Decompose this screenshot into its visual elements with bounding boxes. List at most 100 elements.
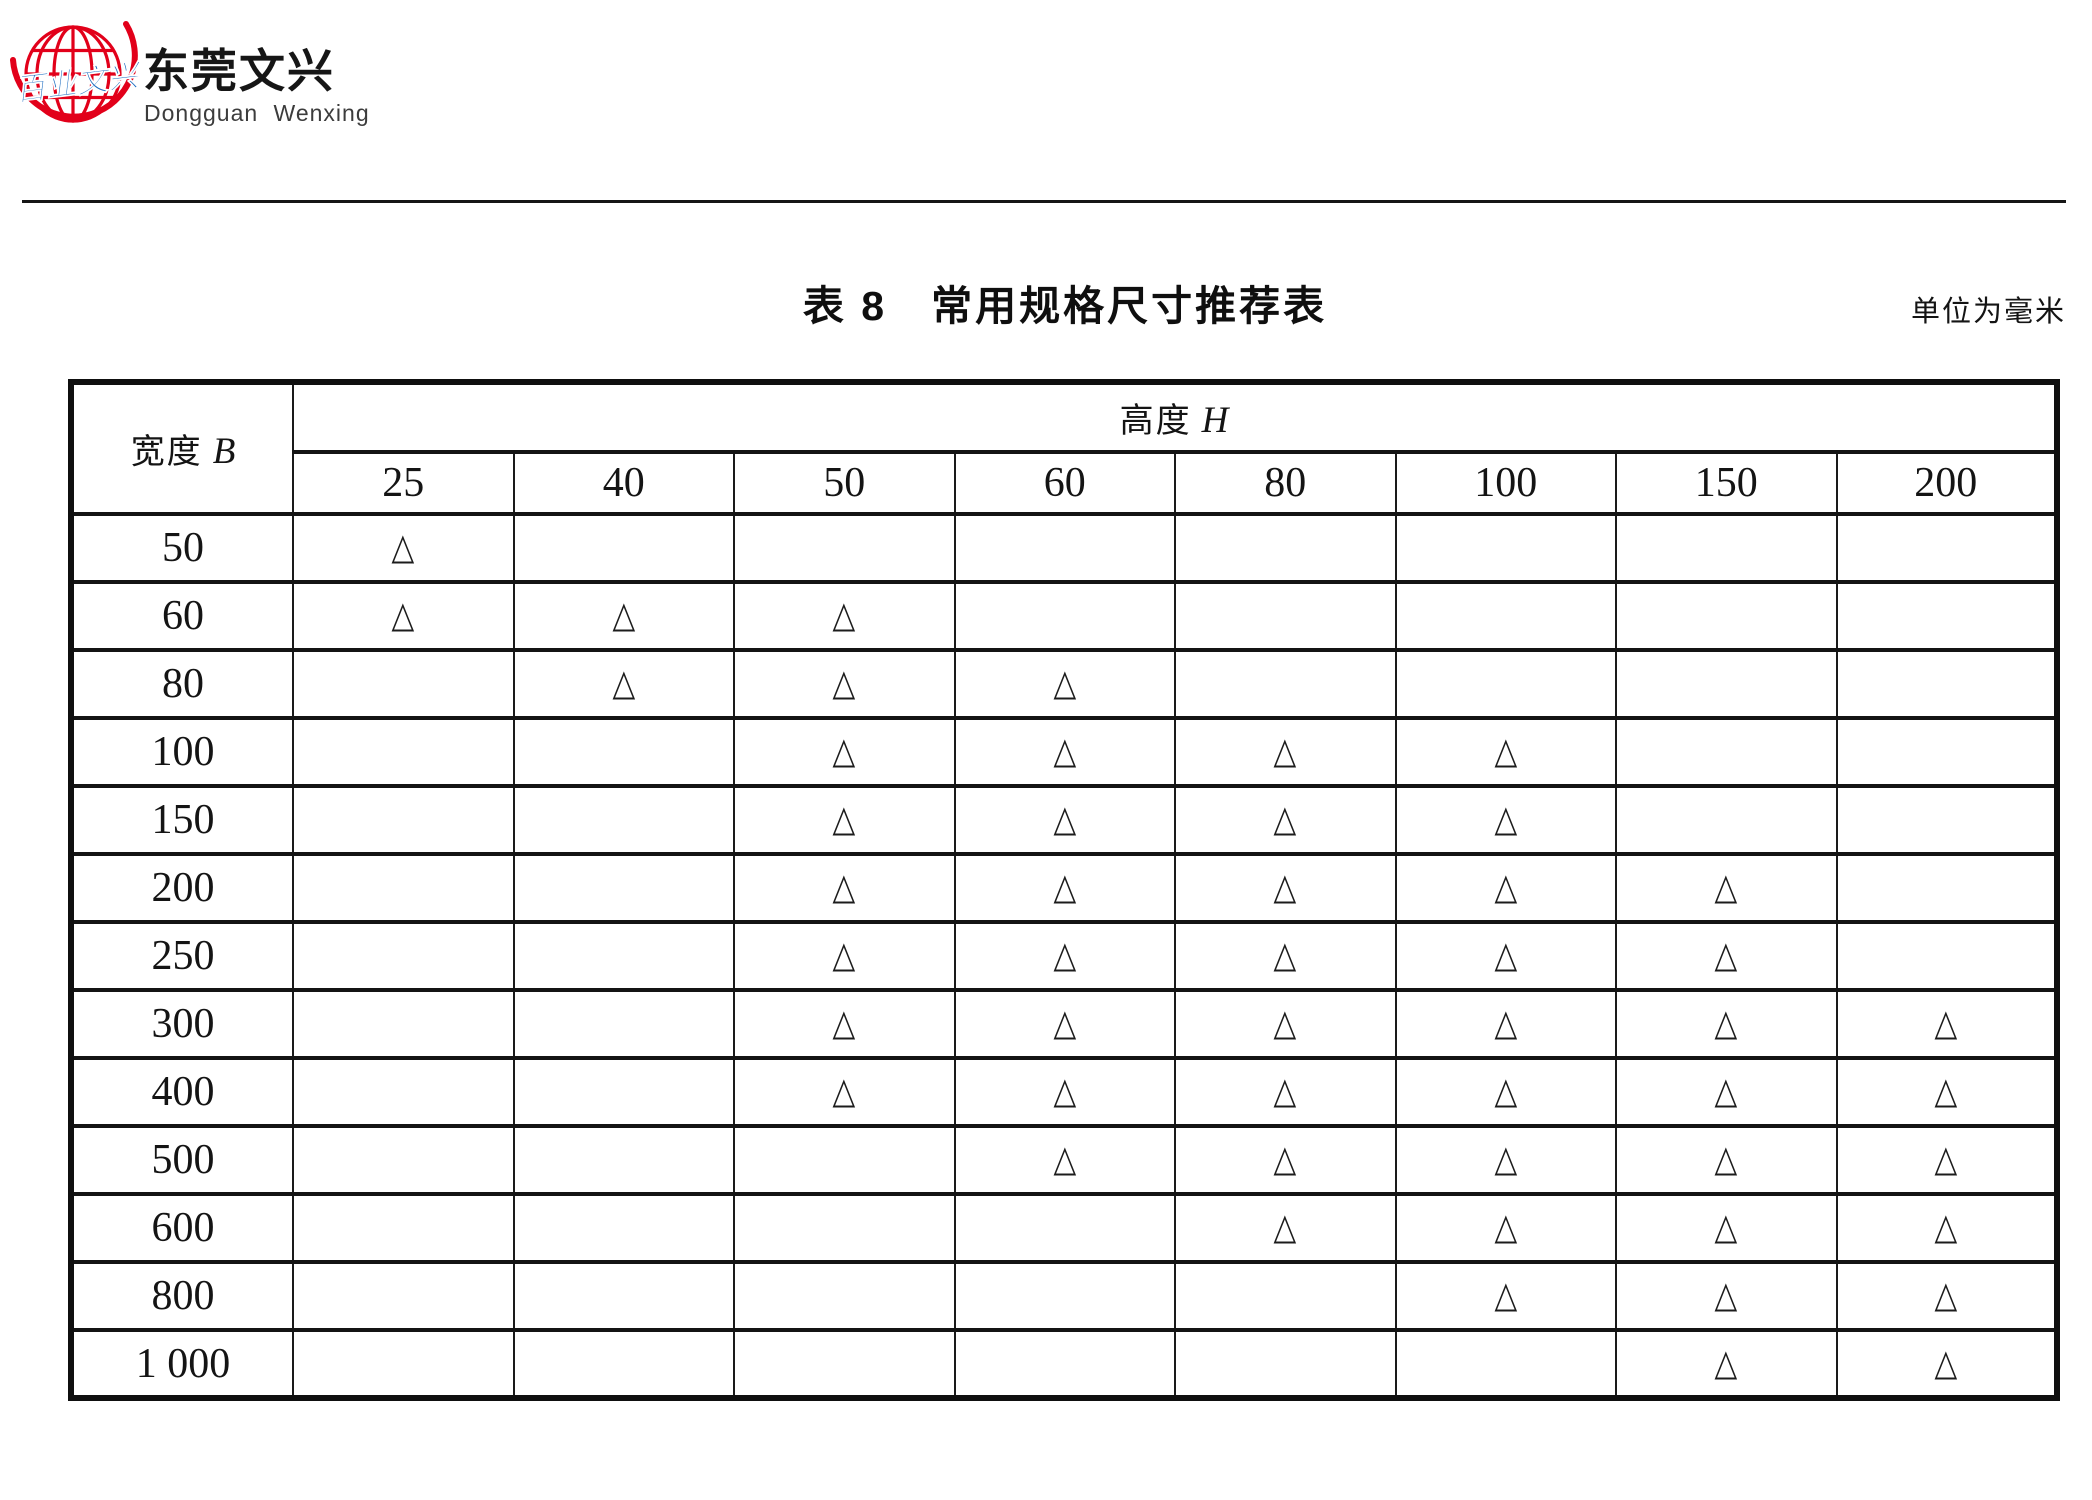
triangle-marker: △ <box>1273 1138 1297 1181</box>
spec-cell-marked: △ <box>1835 1056 2058 1128</box>
col-header-row: 25 40 50 60 80 100 150 200 <box>71 450 2058 516</box>
spec-cell-marked: △ <box>1394 1192 1617 1264</box>
row-header: 150 <box>70 784 294 856</box>
spec-cell-empty <box>512 512 735 584</box>
spec-cell-marked: △ <box>1835 988 2058 1060</box>
table-row: 500 △ △ △ △ △ <box>70 1124 2058 1196</box>
table-row: 150 △ △ △ △ <box>70 784 2058 856</box>
group-header-row: 宽度 B 高度 H <box>70 380 2058 516</box>
triangle-marker: △ <box>832 1070 856 1113</box>
triangle-marker: △ <box>1934 1274 1958 1317</box>
spec-cell-marked: △ <box>292 512 515 584</box>
spec-cell-marked: △ <box>1174 852 1397 924</box>
row-header: 250 <box>70 920 294 992</box>
spec-cell-empty <box>292 716 515 788</box>
spec-cell-marked: △ <box>1394 988 1617 1060</box>
triangle-marker: △ <box>612 662 636 705</box>
spec-cell-marked: △ <box>953 852 1176 924</box>
table-row: 60 △ △ △ <box>70 580 2058 652</box>
triangle-marker: △ <box>1714 934 1738 977</box>
row-header: 1 000 <box>70 1328 294 1400</box>
spec-cell-marked: △ <box>1174 988 1397 1060</box>
spec-cell-empty <box>733 1328 956 1400</box>
triangle-marker: △ <box>1273 866 1297 909</box>
spec-cell-marked: △ <box>1174 784 1397 856</box>
spec-cell-marked: △ <box>1615 920 1838 992</box>
triangle-marker: △ <box>1494 866 1518 909</box>
spec-cell-marked: △ <box>1394 1056 1617 1128</box>
spec-cell-marked: △ <box>733 648 956 720</box>
spec-table: 宽度 B 高度 H 25 40 50 60 80 100 150 200 50 △ 60 △ △ △ 80 △ △… <box>68 379 2060 1401</box>
triangle-marker: △ <box>1494 1002 1518 1045</box>
spec-cell-empty <box>1394 1328 1617 1400</box>
triangle-marker: △ <box>832 662 856 705</box>
col-header: 150 <box>1615 450 1838 516</box>
triangle-marker: △ <box>1714 1342 1738 1384</box>
col-header: 80 <box>1174 450 1397 516</box>
triangle-marker: △ <box>1273 798 1297 841</box>
triangle-marker: △ <box>1494 1206 1518 1249</box>
row-header: 800 <box>70 1260 294 1332</box>
spec-cell-empty <box>1835 648 2058 720</box>
table-row: 600 △ △ △ △ <box>70 1192 2058 1264</box>
triangle-marker: △ <box>1053 662 1077 705</box>
spec-cell-marked: △ <box>733 716 956 788</box>
spec-cell-empty <box>733 1192 956 1264</box>
spec-cell-empty <box>512 1124 735 1196</box>
spec-cell-marked: △ <box>512 580 735 652</box>
group-label-text: 高度 <box>1119 403 1192 440</box>
triangle-marker: △ <box>1053 1138 1077 1181</box>
spec-cell-empty <box>1835 784 2058 856</box>
row-header: 600 <box>70 1192 294 1264</box>
spec-cell-empty <box>1835 852 2058 924</box>
spec-cell-empty <box>1615 580 1838 652</box>
spec-cell-empty <box>292 852 515 924</box>
table-row: 100 △ △ △ △ <box>70 716 2058 788</box>
spec-cell-empty <box>292 920 515 992</box>
spec-cell-marked: △ <box>1835 1192 2058 1264</box>
spec-cell-marked: △ <box>512 648 735 720</box>
spec-cell-marked: △ <box>733 1056 956 1128</box>
spec-cell-marked: △ <box>1835 1328 2058 1400</box>
spec-cell-empty <box>953 580 1176 652</box>
triangle-marker: △ <box>1494 1274 1518 1317</box>
triangle-marker: △ <box>1714 1206 1738 1249</box>
unit-note: 单位为毫米 <box>1910 296 2066 328</box>
spec-cell-marked: △ <box>292 580 515 652</box>
triangle-marker: △ <box>1273 1206 1297 1249</box>
spec-cell-empty <box>1835 580 2058 652</box>
triangle-marker: △ <box>1494 1138 1518 1181</box>
table-row: 800 △ △ △ <box>70 1260 2058 1332</box>
spec-cell-marked: △ <box>953 920 1176 992</box>
spec-cell-empty <box>953 1192 1176 1264</box>
spec-cell-marked: △ <box>1394 852 1617 924</box>
table-row: 80 △ △ △ <box>70 648 2058 720</box>
triangle-marker: △ <box>1934 1002 1958 1045</box>
spec-cell-empty <box>953 1328 1176 1400</box>
spec-cell-marked: △ <box>1394 1260 1617 1332</box>
triangle-marker: △ <box>1053 1070 1077 1113</box>
spec-cell-marked: △ <box>1615 1124 1838 1196</box>
header-divider <box>22 200 2066 203</box>
spec-cell-marked: △ <box>953 988 1176 1060</box>
spec-cell-empty <box>1394 580 1617 652</box>
triangle-marker: △ <box>1494 934 1518 977</box>
col-header: 50 <box>733 450 956 516</box>
spec-cell-empty <box>733 1124 956 1196</box>
spec-cell-empty <box>512 1260 735 1332</box>
spec-cell-empty <box>1835 716 2058 788</box>
triangle-marker: △ <box>832 730 856 773</box>
spec-cell-empty <box>292 1124 515 1196</box>
company-name-cn: 东莞文兴 <box>143 45 335 97</box>
spec-cell-empty <box>512 852 735 924</box>
table-row: 50 △ <box>70 512 2058 584</box>
spec-cell-empty <box>953 512 1176 584</box>
spec-cell-empty <box>292 988 515 1060</box>
swoosh-arc <box>10 21 138 120</box>
spec-cell-marked: △ <box>953 1056 1176 1128</box>
spec-cell-marked: △ <box>1394 920 1617 992</box>
spec-cell-empty <box>292 648 515 720</box>
spec-cell-marked: △ <box>1174 1124 1397 1196</box>
triangle-marker: △ <box>1273 1002 1297 1045</box>
triangle-marker: △ <box>1053 798 1077 841</box>
